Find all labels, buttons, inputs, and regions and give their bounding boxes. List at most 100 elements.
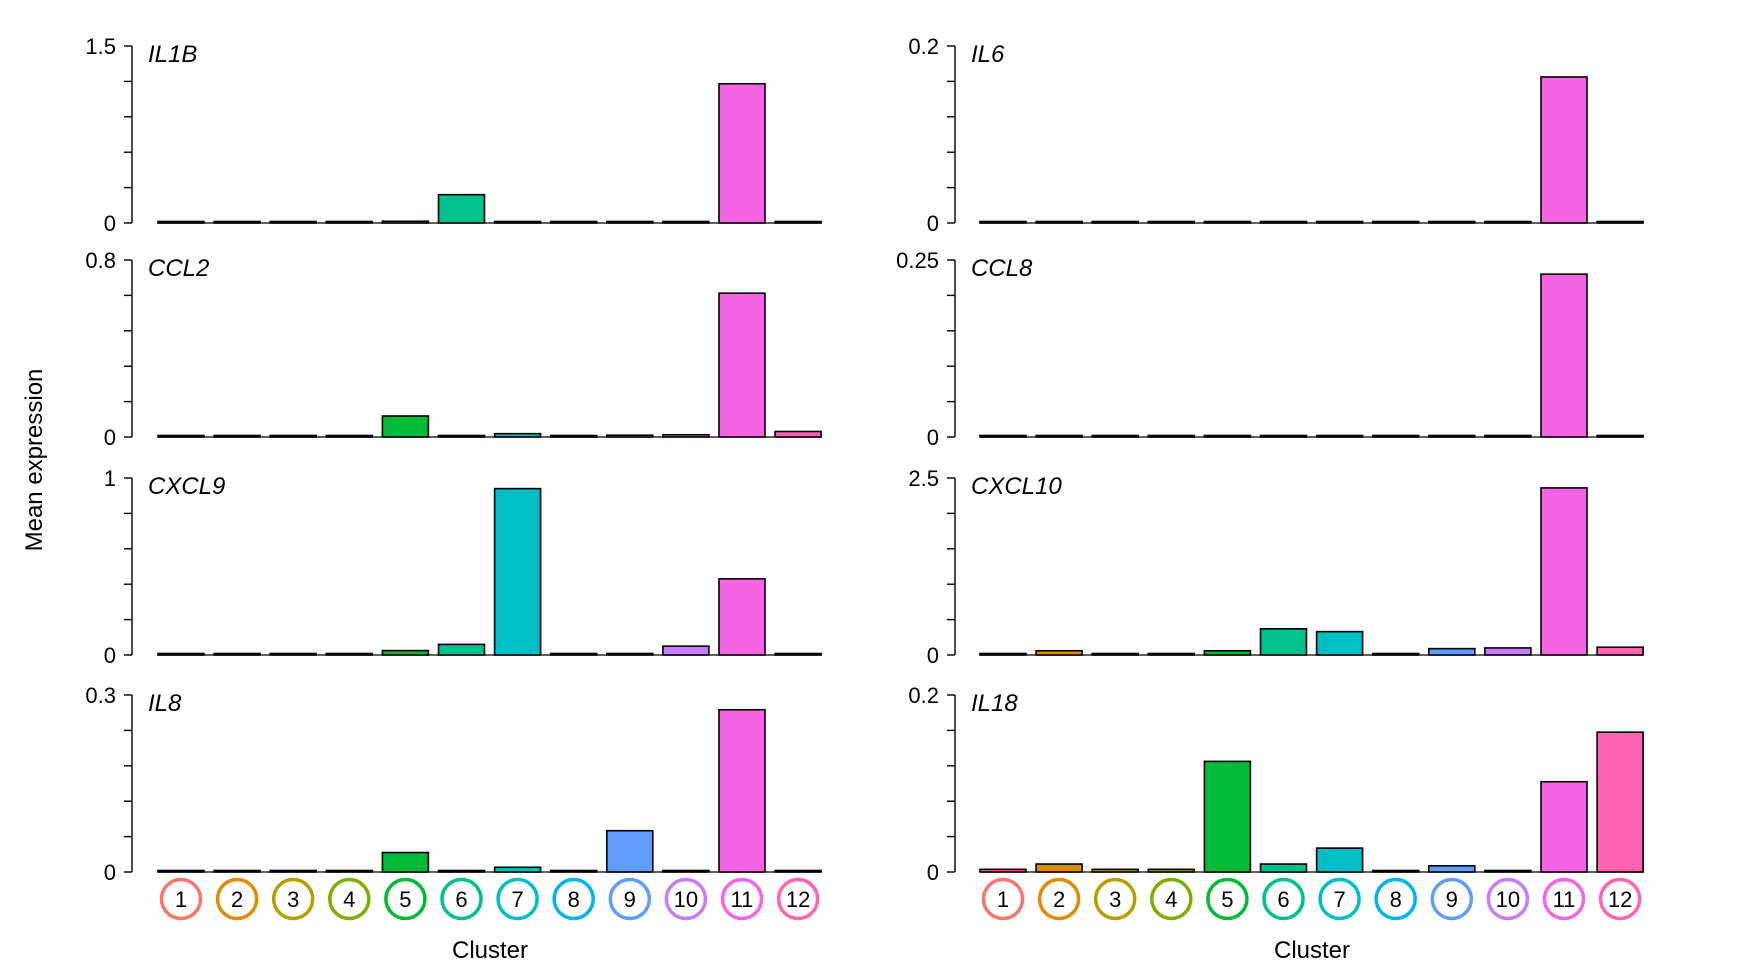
bar-cluster-12 xyxy=(774,869,822,873)
bar-cluster-1 xyxy=(157,434,205,438)
panel-cxcl9: 0 1 CXCL9 xyxy=(104,466,822,668)
bar-cluster-2 xyxy=(1035,220,1083,224)
cluster-badge-ring xyxy=(1318,877,1361,921)
panel-il18: 0 0.2 IL18 xyxy=(908,683,1644,885)
bar-cluster-2 xyxy=(213,434,261,438)
bar-cluster-6 xyxy=(437,193,486,224)
cluster-badge-6: 6 xyxy=(440,877,483,921)
cluster-badge-3: 3 xyxy=(271,877,315,921)
cluster-badge-ring xyxy=(496,877,539,921)
cluster-badge-label: 9 xyxy=(1446,887,1458,912)
cluster-badge-ring xyxy=(981,877,1025,921)
bar-cluster-12 xyxy=(774,220,822,224)
bar-cluster-10 xyxy=(662,433,710,438)
y-tick-label: 0.25 xyxy=(896,248,939,273)
cluster-badge-1: 1 xyxy=(981,877,1025,921)
cluster-badge-12: 12 xyxy=(1598,877,1642,921)
bar-cluster-4 xyxy=(1147,220,1196,224)
cluster-badge-ring xyxy=(1486,877,1530,921)
y-tick-label: 0.3 xyxy=(85,683,116,708)
bar-cluster-6 xyxy=(437,434,486,438)
bar-cluster-10 xyxy=(1484,220,1532,224)
bar-cluster-11 xyxy=(718,708,766,873)
bar-cluster-10 xyxy=(662,220,710,224)
gene-label: CCL8 xyxy=(971,255,1033,282)
bar-cluster-1 xyxy=(157,652,205,656)
y-tick-label: 0 xyxy=(104,860,116,885)
bar-cluster-5 xyxy=(381,415,430,438)
bar-cluster-4 xyxy=(1147,434,1196,438)
cluster-badge-ring xyxy=(1598,877,1642,921)
bar-cluster-2 xyxy=(1035,434,1083,438)
cluster-badge-6: 6 xyxy=(1262,877,1305,921)
cluster-badge-11: 11 xyxy=(1542,877,1586,921)
bar-cluster-3 xyxy=(1091,220,1139,224)
bar-cluster-3 xyxy=(1091,434,1139,438)
cluster-badge-ring xyxy=(328,877,371,921)
cluster-badge-5: 5 xyxy=(1206,877,1249,921)
y-tick-label: 0 xyxy=(927,211,939,236)
bar-cluster-2 xyxy=(213,220,261,224)
bar-cluster-11 xyxy=(718,82,766,224)
cluster-badges: 1 2 3 4 5 6 7 8 9 10 11 12 1 2 3 4 5 6 7 8 9 10 11 12 xyxy=(159,877,1642,921)
bar-cluster-1 xyxy=(157,869,205,873)
cluster-badge-label: 7 xyxy=(511,887,523,912)
panel-cxcl10: 0 2.5 CXCL10 xyxy=(908,466,1644,668)
bar-cluster-2 xyxy=(1035,649,1083,656)
bar-cluster-5 xyxy=(381,220,430,224)
bar-cluster-9 xyxy=(1428,865,1476,873)
bar-cluster-5 xyxy=(381,649,430,656)
bar-cluster-12 xyxy=(774,430,822,438)
cluster-badge-label: 2 xyxy=(1053,887,1065,912)
bar-cluster-6 xyxy=(437,643,486,656)
cluster-badge-label: 10 xyxy=(1496,887,1520,912)
cluster-badge-12: 12 xyxy=(776,877,820,921)
bar-cluster-11 xyxy=(718,292,766,438)
bar-cluster-6 xyxy=(1259,863,1308,873)
y-tick-label: 1 xyxy=(104,466,116,491)
bar-cluster-7 xyxy=(1315,847,1364,873)
cluster-badge-11: 11 xyxy=(720,877,764,921)
cluster-badge-ring xyxy=(1430,877,1474,921)
bar-cluster-8 xyxy=(549,220,598,224)
bar-cluster-8 xyxy=(1371,652,1420,656)
cluster-badge-9: 9 xyxy=(1430,877,1474,921)
panel-il6: 0 0.2 IL6 xyxy=(908,34,1644,236)
cluster-badge-ring xyxy=(1262,877,1305,921)
bar-cluster-11 xyxy=(718,578,766,656)
cluster-badge-1: 1 xyxy=(159,877,203,921)
bar-cluster-1 xyxy=(979,434,1027,438)
y-tick-label: 0 xyxy=(927,860,939,885)
bar-cluster-11 xyxy=(1540,76,1588,224)
bar-cluster-8 xyxy=(1371,869,1420,873)
bar-cluster-12 xyxy=(1596,731,1644,873)
cluster-badge-ring xyxy=(384,877,427,921)
cluster-badge-label: 10 xyxy=(674,887,698,912)
cluster-badge-4: 4 xyxy=(328,877,371,921)
cluster-badge-label: 5 xyxy=(399,887,411,912)
bar-cluster-10 xyxy=(662,645,710,656)
bar-cluster-4 xyxy=(325,869,374,873)
cluster-badge-label: 9 xyxy=(624,887,636,912)
bar-cluster-3 xyxy=(1091,868,1139,873)
bar-cluster-1 xyxy=(979,220,1027,224)
bar-cluster-1 xyxy=(979,868,1027,873)
cluster-badge-ring xyxy=(271,877,315,921)
bar-cluster-7 xyxy=(493,487,542,656)
bar-cluster-9 xyxy=(605,829,654,873)
gene-label: IL18 xyxy=(971,690,1018,717)
y-axis-title: Mean expression xyxy=(21,369,48,552)
bar-cluster-7 xyxy=(493,432,542,438)
cluster-badge-ring xyxy=(159,877,203,921)
y-tick-label: 0.8 xyxy=(85,248,116,273)
bar-cluster-6 xyxy=(1259,434,1308,438)
bar-cluster-11 xyxy=(1540,780,1588,873)
cluster-badge-ring xyxy=(720,877,764,921)
bar-cluster-10 xyxy=(1484,434,1532,438)
panel-ccl2: 0 0.8 CCL2 xyxy=(85,248,822,450)
bar-cluster-11 xyxy=(1540,487,1588,656)
cluster-badge-10: 10 xyxy=(664,877,708,921)
bar-cluster-9 xyxy=(1428,647,1476,656)
bar-cluster-9 xyxy=(605,434,654,438)
